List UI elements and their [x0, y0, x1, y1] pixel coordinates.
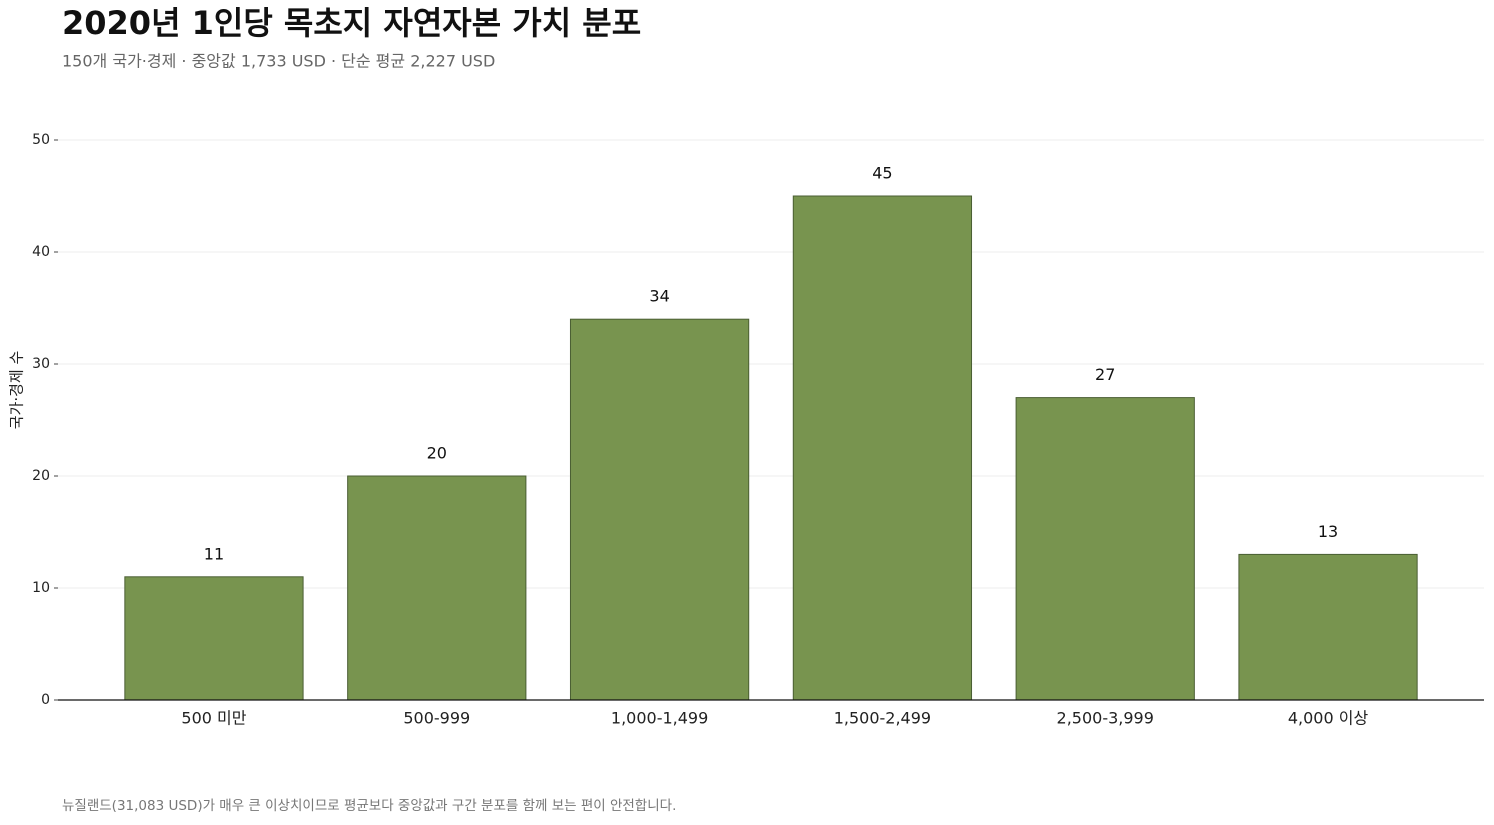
data-label: 13	[1318, 522, 1338, 541]
x-tick-label: 500-999	[403, 709, 470, 728]
x-tick-label: 500 미만	[181, 709, 246, 728]
data-label: 20	[427, 444, 447, 463]
data-label: 34	[649, 287, 669, 306]
data-label: 11	[204, 544, 224, 563]
data-label: 45	[872, 164, 892, 183]
chart-title: 2020년 1인당 목초지 자연자본 가치 분포	[62, 4, 641, 42]
y-tick-label: 50	[32, 132, 50, 148]
y-tick-label: 0	[41, 692, 50, 708]
data-label: 27	[1095, 365, 1115, 384]
x-tick-label: 1,000-1,499	[611, 709, 708, 728]
bar	[347, 475, 527, 701]
y-tick-label: 20	[32, 468, 50, 484]
chart-subtitle: 150개 국가·경제 · 중앙값 1,733 USD · 단순 평균 2,227…	[62, 52, 495, 71]
footnote: 뉴질랜드(31,083 USD)가 매우 큰 이상치이므로 평균보다 중앙값과 …	[62, 798, 676, 814]
y-axis-label: 국가·경제 수	[8, 351, 26, 430]
bar	[569, 318, 750, 701]
bar	[1238, 553, 1418, 701]
y-tick-label: 30	[32, 356, 50, 372]
bar	[792, 195, 973, 701]
x-tick-label: 1,500-2,499	[834, 709, 931, 728]
y-tick-label: 10	[32, 580, 50, 596]
x-tick-label: 2,500-3,999	[1057, 709, 1154, 728]
x-tick-label: 4,000 이상	[1288, 709, 1369, 728]
bar	[124, 576, 304, 701]
y-tick-label: 40	[32, 244, 50, 260]
bar	[1015, 397, 1195, 701]
